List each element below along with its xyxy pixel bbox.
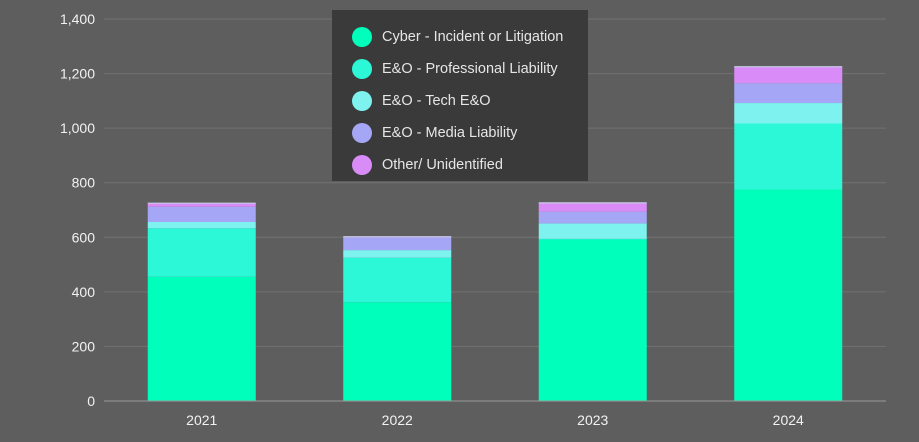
legend-swatch	[352, 59, 372, 79]
y-tick-label: 0	[87, 393, 95, 409]
y-tick-label: 1,200	[60, 66, 95, 82]
y-tick-label: 1,400	[60, 11, 95, 27]
legend-swatch	[352, 123, 372, 143]
bar-segment[interactable]	[734, 123, 843, 190]
legend-label: E&O - Professional Liability	[382, 61, 558, 77]
legend-item-cyber[interactable]: Cyber - Incident or Litigation	[352, 21, 588, 53]
legend-item-professional-liability[interactable]: E&O - Professional Liability	[352, 53, 588, 85]
bars-layer	[147, 66, 843, 401]
bar-segment[interactable]	[343, 302, 452, 401]
legend-label: E&O - Media Liability	[382, 125, 518, 141]
y-tick-label: 1,000	[60, 120, 95, 136]
legend-item-other[interactable]: Other/ Unidentified	[352, 149, 588, 181]
bar-segment[interactable]	[147, 203, 256, 207]
y-tick-label: 800	[72, 175, 96, 191]
bar-segment[interactable]	[147, 276, 256, 401]
legend-label: Cyber - Incident or Litigation	[382, 29, 564, 45]
bar-segment[interactable]	[343, 257, 452, 303]
bar-segment[interactable]	[538, 202, 647, 212]
y-tick-label: 200	[72, 338, 96, 354]
bar-segment[interactable]	[343, 237, 452, 251]
legend-label: Other/ Unidentified	[382, 157, 503, 173]
bar-segment[interactable]	[343, 250, 452, 258]
legend-swatch	[352, 91, 372, 111]
legend-item-media-liability[interactable]: E&O - Media Liability	[352, 117, 588, 149]
bar-segment[interactable]	[734, 66, 843, 84]
y-tick-label: 400	[72, 284, 96, 300]
x-tick-label: 2021	[186, 412, 217, 428]
chart-legend: Cyber - Incident or Litigation E&O - Pro…	[332, 10, 588, 181]
bar-segment[interactable]	[147, 228, 256, 277]
legend-label: E&O - Tech E&O	[382, 93, 491, 109]
legend-item-tech-eo[interactable]: E&O - Tech E&O	[352, 85, 588, 117]
bar-segment[interactable]	[147, 206, 256, 223]
bar-segment[interactable]	[147, 222, 256, 229]
bar-segment[interactable]	[538, 223, 647, 239]
y-tick-label: 600	[72, 229, 96, 245]
bar-segment[interactable]	[538, 239, 647, 401]
bar-segment[interactable]	[538, 238, 647, 240]
x-tick-label: 2022	[382, 412, 413, 428]
bar-segment[interactable]	[734, 189, 843, 401]
x-tick-label: 2023	[577, 412, 608, 428]
bar-segment[interactable]	[734, 103, 843, 124]
legend-swatch	[352, 27, 372, 47]
axis-layer: 0 200 400 600 800 1,000 1,200 1,400 2021 2022 2023…	[60, 11, 886, 428]
legend-swatch	[352, 155, 372, 175]
bar-segment[interactable]	[734, 83, 843, 104]
bar-segment[interactable]	[538, 211, 647, 224]
x-tick-label: 2024	[773, 412, 804, 428]
